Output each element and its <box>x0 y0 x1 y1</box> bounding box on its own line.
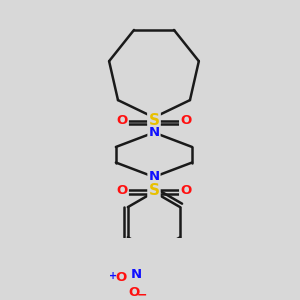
Text: O: O <box>115 271 126 284</box>
Text: O: O <box>117 184 128 197</box>
Text: N: N <box>148 170 160 184</box>
Text: N: N <box>131 268 142 281</box>
Text: O: O <box>128 286 140 298</box>
Text: S: S <box>148 183 160 198</box>
Text: N: N <box>148 111 160 124</box>
Text: O: O <box>180 114 191 127</box>
Text: +: + <box>109 271 117 281</box>
Text: O: O <box>180 184 191 197</box>
Text: O: O <box>117 114 128 127</box>
Text: N: N <box>148 126 160 139</box>
Text: −: − <box>137 289 147 300</box>
Text: S: S <box>148 113 160 128</box>
